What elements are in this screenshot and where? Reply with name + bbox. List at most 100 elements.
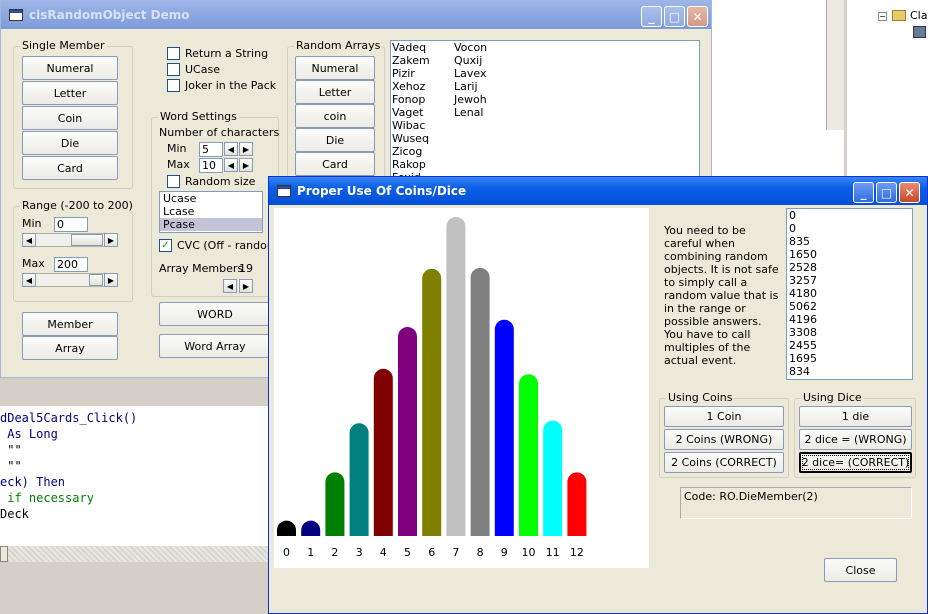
member-button[interactable]: Member bbox=[22, 312, 118, 336]
die-button[interactable]: Die bbox=[22, 131, 118, 155]
checkbox-box[interactable] bbox=[167, 47, 180, 60]
result-item[interactable]: 835 bbox=[789, 235, 810, 248]
numeral-button[interactable]: Numeral bbox=[22, 56, 118, 80]
list-item[interactable]: Quxij bbox=[454, 54, 483, 67]
joker-checkbox[interactable]: Joker in the Pack bbox=[167, 79, 276, 92]
case-option[interactable]: Ucase bbox=[163, 192, 197, 205]
tree-label[interactable]: Cla bbox=[910, 9, 928, 22]
result-item[interactable]: 2455 bbox=[789, 339, 817, 352]
maximize-button[interactable]: □ bbox=[664, 6, 685, 27]
output-listbox[interactable]: Vadeq Zakem Pizir Xehoz Fonop Vaget Wiba… bbox=[390, 40, 700, 180]
ucase-checkbox[interactable]: UCase bbox=[167, 63, 220, 76]
code-hscrollbar[interactable] bbox=[0, 546, 270, 562]
coin-button[interactable]: Coin bbox=[22, 106, 118, 130]
list-item[interactable]: Larij bbox=[454, 80, 478, 93]
results-listbox[interactable]: 0 0 835 1650 2528 3257 4180 5062 4196 33… bbox=[786, 208, 913, 380]
list-item[interactable]: Lenal bbox=[454, 106, 484, 119]
spin-left-icon[interactable]: ◀ bbox=[224, 142, 238, 156]
result-item[interactable]: 0 bbox=[789, 222, 796, 235]
minimize-button[interactable]: _ bbox=[853, 182, 874, 203]
spin-right-icon[interactable]: ▶ bbox=[239, 158, 253, 172]
case-listbox[interactable]: Ucase Lcase Pcase bbox=[159, 191, 263, 233]
close-icon[interactable]: ✕ bbox=[899, 182, 920, 203]
range-min-field[interactable]: 0 bbox=[54, 217, 88, 232]
random-size-checkbox[interactable]: Random size bbox=[167, 175, 255, 188]
slider-thumb[interactable] bbox=[89, 274, 103, 286]
tree-expander-icon[interactable]: − bbox=[878, 12, 887, 21]
ide-scrollbar-track[interactable] bbox=[826, 0, 844, 130]
result-item[interactable]: 1650 bbox=[789, 248, 817, 261]
return-string-checkbox[interactable]: Return a String bbox=[167, 47, 268, 60]
code-view-button[interactable] bbox=[0, 546, 8, 562]
checkbox-box[interactable] bbox=[167, 79, 180, 92]
scroll-left-arrow-icon[interactable]: ◀ bbox=[22, 233, 36, 247]
list-item[interactable]: Wibac bbox=[392, 119, 426, 132]
two-dice-correct-button[interactable]: 2 dice= (CORRECT) bbox=[799, 452, 912, 473]
array-numeral-button[interactable]: Numeral bbox=[295, 56, 375, 80]
list-item[interactable]: Zakem bbox=[392, 54, 430, 67]
word-array-button[interactable]: Word Array bbox=[159, 334, 271, 358]
close-icon[interactable]: ✕ bbox=[687, 6, 708, 27]
checkbox-box[interactable] bbox=[167, 175, 180, 188]
coins-title-bar[interactable]: Proper Use Of Coins/Dice _ □ ✕ bbox=[269, 177, 927, 205]
list-item[interactable]: Zicog bbox=[392, 145, 423, 158]
result-item[interactable]: 4196 bbox=[789, 313, 817, 326]
spin-left-icon[interactable]: ◀ bbox=[224, 158, 238, 172]
one-coin-button[interactable]: 1 Coin bbox=[664, 406, 784, 427]
word-button[interactable]: WORD bbox=[159, 302, 271, 326]
word-min-field[interactable]: 5 bbox=[199, 142, 223, 157]
result-item[interactable]: 3257 bbox=[789, 274, 817, 287]
list-item[interactable]: Pizir bbox=[392, 67, 415, 80]
case-option[interactable]: Lcase bbox=[163, 205, 195, 218]
code-editor[interactable] bbox=[0, 406, 270, 546]
spin-right-icon[interactable]: ▶ bbox=[239, 142, 253, 156]
list-item[interactable]: Vaget bbox=[392, 106, 424, 119]
list-item[interactable]: Vadeq bbox=[392, 41, 427, 54]
list-item[interactable]: Lavex bbox=[454, 67, 487, 80]
scroll-right-arrow-icon[interactable]: ▶ bbox=[104, 273, 118, 287]
array-card-button[interactable]: Card bbox=[295, 152, 375, 176]
one-die-button[interactable]: 1 die bbox=[799, 406, 912, 427]
checkmark-icon[interactable]: ✓ bbox=[159, 239, 172, 252]
result-item[interactable]: 5062 bbox=[789, 300, 817, 313]
cvc-checkbox[interactable]: ✓ CVC (Off - random) bbox=[159, 239, 282, 252]
list-item[interactable]: Fexid bbox=[392, 171, 430, 179]
list-item[interactable]: Vocon bbox=[454, 41, 488, 54]
result-item[interactable]: 1695 bbox=[789, 352, 817, 365]
spin-left-icon[interactable]: ◀ bbox=[223, 279, 237, 293]
two-coins-wrong-button[interactable]: 2 Coins (WRONG) bbox=[664, 429, 784, 450]
range-min-slider[interactable]: ◀ ▶ bbox=[22, 233, 118, 247]
slider-thumb[interactable] bbox=[71, 234, 103, 246]
minimize-button[interactable]: _ bbox=[641, 6, 662, 27]
list-item[interactable]: Fonop bbox=[392, 93, 426, 106]
case-option-selected[interactable]: Pcase bbox=[160, 218, 262, 231]
two-coins-correct-button[interactable]: 2 Coins (CORRECT) bbox=[664, 452, 784, 473]
checkbox-label: CVC (Off - random) bbox=[177, 239, 282, 252]
list-item[interactable]: Rakop bbox=[392, 158, 426, 171]
demo-title-bar[interactable]: clsRandomObject Demo _ □ ✕ bbox=[1, 1, 711, 29]
list-item[interactable]: Jewoh bbox=[454, 93, 487, 106]
letter-button[interactable]: Letter bbox=[22, 81, 118, 105]
spin-right-icon[interactable]: ▶ bbox=[239, 279, 253, 293]
array-button[interactable]: Array bbox=[22, 336, 118, 360]
checkbox-box[interactable] bbox=[167, 63, 180, 76]
result-item[interactable]: 834 bbox=[789, 365, 810, 378]
result-item[interactable]: 0 bbox=[789, 209, 796, 222]
card-button[interactable]: Card bbox=[22, 156, 118, 180]
scroll-right-arrow-icon[interactable]: ▶ bbox=[104, 233, 118, 247]
result-item[interactable]: 2528 bbox=[789, 261, 817, 274]
array-coin-button[interactable]: coin bbox=[295, 104, 375, 128]
range-max-field[interactable]: 200 bbox=[54, 257, 88, 272]
array-die-button[interactable]: Die bbox=[295, 128, 375, 152]
list-item[interactable]: Xehoz bbox=[392, 80, 426, 93]
scroll-left-arrow-icon[interactable]: ◀ bbox=[22, 273, 36, 287]
close-button[interactable]: Close bbox=[824, 558, 897, 582]
range-max-slider[interactable]: ◀ ▶ bbox=[22, 273, 118, 287]
result-item[interactable]: 4180 bbox=[789, 287, 817, 300]
array-letter-button[interactable]: Letter bbox=[295, 80, 375, 104]
list-item[interactable]: Wuseq bbox=[392, 132, 429, 145]
word-max-field[interactable]: 10 bbox=[199, 158, 223, 173]
two-dice-wrong-button[interactable]: 2 dice = (WRONG) bbox=[799, 429, 912, 450]
maximize-button[interactable]: □ bbox=[876, 182, 897, 203]
result-item[interactable]: 3308 bbox=[789, 326, 817, 339]
